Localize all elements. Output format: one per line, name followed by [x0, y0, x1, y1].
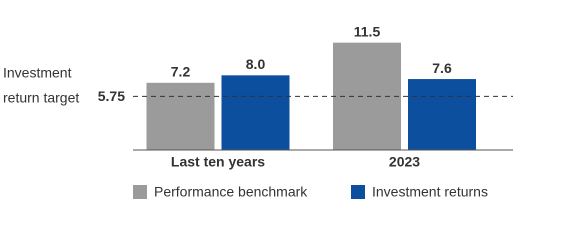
- legend-swatch: [133, 185, 147, 199]
- reference-label: return target: [3, 90, 79, 106]
- value-label: 7.6: [432, 60, 452, 76]
- reference-label: Investment: [3, 65, 72, 81]
- bar: [221, 75, 290, 150]
- x-tick-label: Last ten years: [171, 154, 265, 170]
- value-label: 11.5: [354, 23, 381, 39]
- bar: [408, 79, 476, 150]
- legend-label: Investment returns: [372, 184, 488, 200]
- value-label: 8.0: [246, 56, 266, 72]
- value-label: 7.2: [171, 64, 191, 80]
- legend-label: Performance benchmark: [154, 184, 308, 200]
- bar: [146, 82, 215, 150]
- x-tick-label: 2023: [389, 154, 420, 170]
- reference-value: 5.75: [98, 88, 125, 104]
- legend-swatch: [351, 185, 365, 199]
